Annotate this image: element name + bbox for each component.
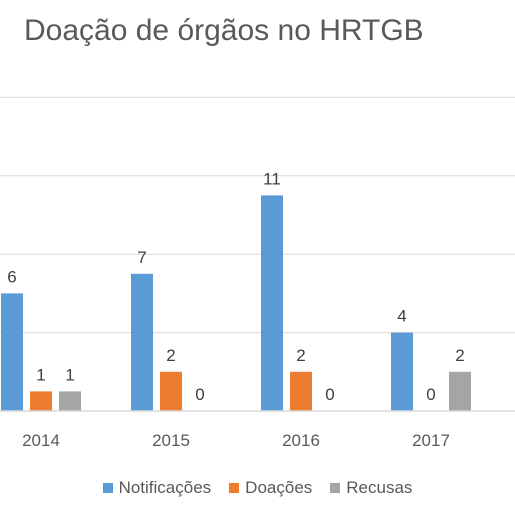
x-tick-label: 2016 xyxy=(282,431,320,450)
bar-2017-Notificações xyxy=(391,332,413,411)
legend-item: Recusas xyxy=(330,478,412,498)
bar-2015-Notificações xyxy=(131,273,153,411)
data-label: 7 xyxy=(137,248,146,267)
bar-2015-Doações xyxy=(160,371,182,411)
legend-swatch xyxy=(229,483,240,493)
data-label: 6 xyxy=(7,267,16,286)
bar-2014-Doações xyxy=(30,391,52,411)
x-tick-label: 2015 xyxy=(152,431,190,450)
data-label: 2 xyxy=(455,346,464,365)
legend-label: Doações xyxy=(245,478,313,497)
legend-label: Recusas xyxy=(346,478,413,497)
bars xyxy=(1,195,471,411)
data-label: 1 xyxy=(36,365,45,384)
data-label: 2 xyxy=(166,346,175,365)
legend-item: Notificações xyxy=(102,478,212,498)
legend-item: Doações xyxy=(229,478,312,498)
legend-swatch xyxy=(330,483,341,493)
x-tick-label: 2017 xyxy=(412,431,450,450)
data-label: 0 xyxy=(426,385,435,404)
data-label: 0 xyxy=(195,385,204,404)
bar-2016-Notificações xyxy=(261,195,283,411)
legend-swatch xyxy=(102,483,113,493)
legend: Notificações Doações Recusas xyxy=(0,478,515,498)
data-label: 1 xyxy=(65,365,74,384)
chart-title: Doação de órgãos no HRTGB xyxy=(24,14,424,47)
bar-2014-Notificações xyxy=(1,293,23,411)
data-label: 4 xyxy=(397,307,406,326)
x-tick-label: 2014 xyxy=(22,431,60,450)
data-label: 11 xyxy=(263,169,281,188)
data-label: 2 xyxy=(296,346,305,365)
legend-label: Notificações xyxy=(118,478,212,497)
data-label: 0 xyxy=(325,385,334,404)
bar-2017-Recusas xyxy=(449,371,471,411)
gridlines xyxy=(0,96,515,334)
x-tick-labels: 2014 2015 2016 2017 xyxy=(22,431,450,450)
bar-2014-Recusas xyxy=(59,391,81,411)
bar-2016-Doações xyxy=(290,371,312,411)
